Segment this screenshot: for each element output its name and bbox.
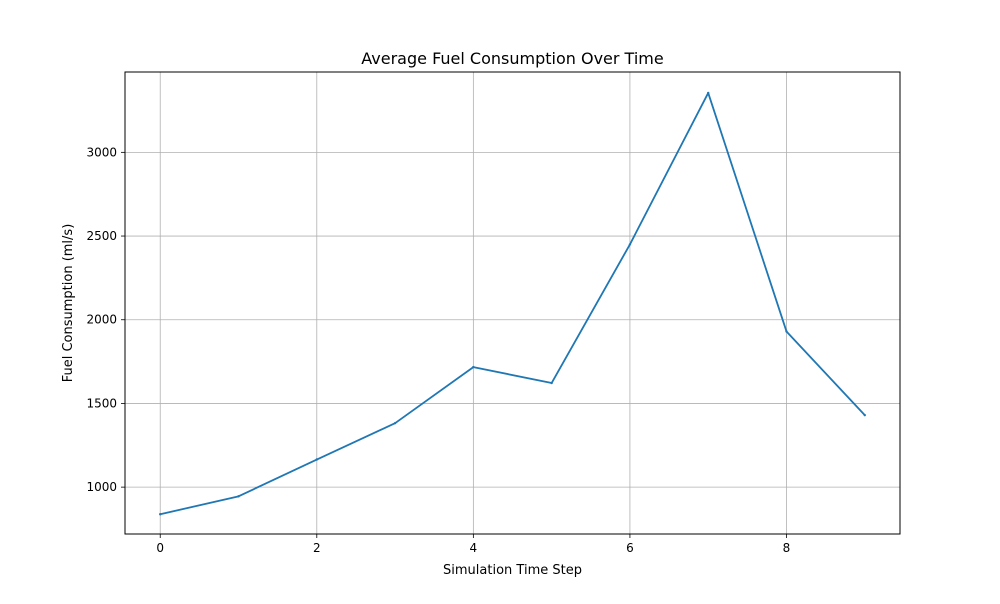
x-tick-label: 6: [626, 541, 634, 555]
data-point: [393, 421, 397, 425]
data-point: [315, 458, 318, 461]
data-point: [550, 381, 553, 385]
x-axis-label: Simulation Time Step: [443, 563, 582, 578]
x-tick-label: 8: [783, 541, 791, 555]
gridlines: [125, 72, 900, 534]
x-tick-label: 0: [156, 541, 164, 555]
y-tick-label: 2500: [86, 229, 117, 243]
x-axis-ticks: 0 2 4 6 8: [156, 534, 790, 555]
data-point: [863, 413, 866, 417]
x-tick-label: 2: [313, 541, 321, 555]
data-point: [707, 91, 710, 95]
data-point: [628, 243, 632, 246]
plot-frame: [124, 71, 901, 535]
data-point: [237, 495, 240, 498]
y-tick-label: 3000: [86, 145, 117, 159]
fuel-consumption-line: [159, 92, 866, 516]
data-point: [472, 365, 475, 369]
series-layer: [159, 91, 866, 516]
y-tick-label: 1000: [86, 480, 117, 494]
chart-title: Average Fuel Consumption Over Time: [361, 49, 663, 68]
data-point: [159, 513, 162, 516]
x-tick-label: 4: [470, 541, 478, 555]
y-tick-label: 1500: [86, 396, 117, 410]
y-axis-ticks: 1000 1500 2000 2500 3000: [86, 145, 125, 494]
y-axis-label: Fuel Consumption (ml/s): [61, 224, 76, 383]
y-tick-label: 2000: [86, 313, 117, 327]
data-point: [785, 330, 788, 333]
